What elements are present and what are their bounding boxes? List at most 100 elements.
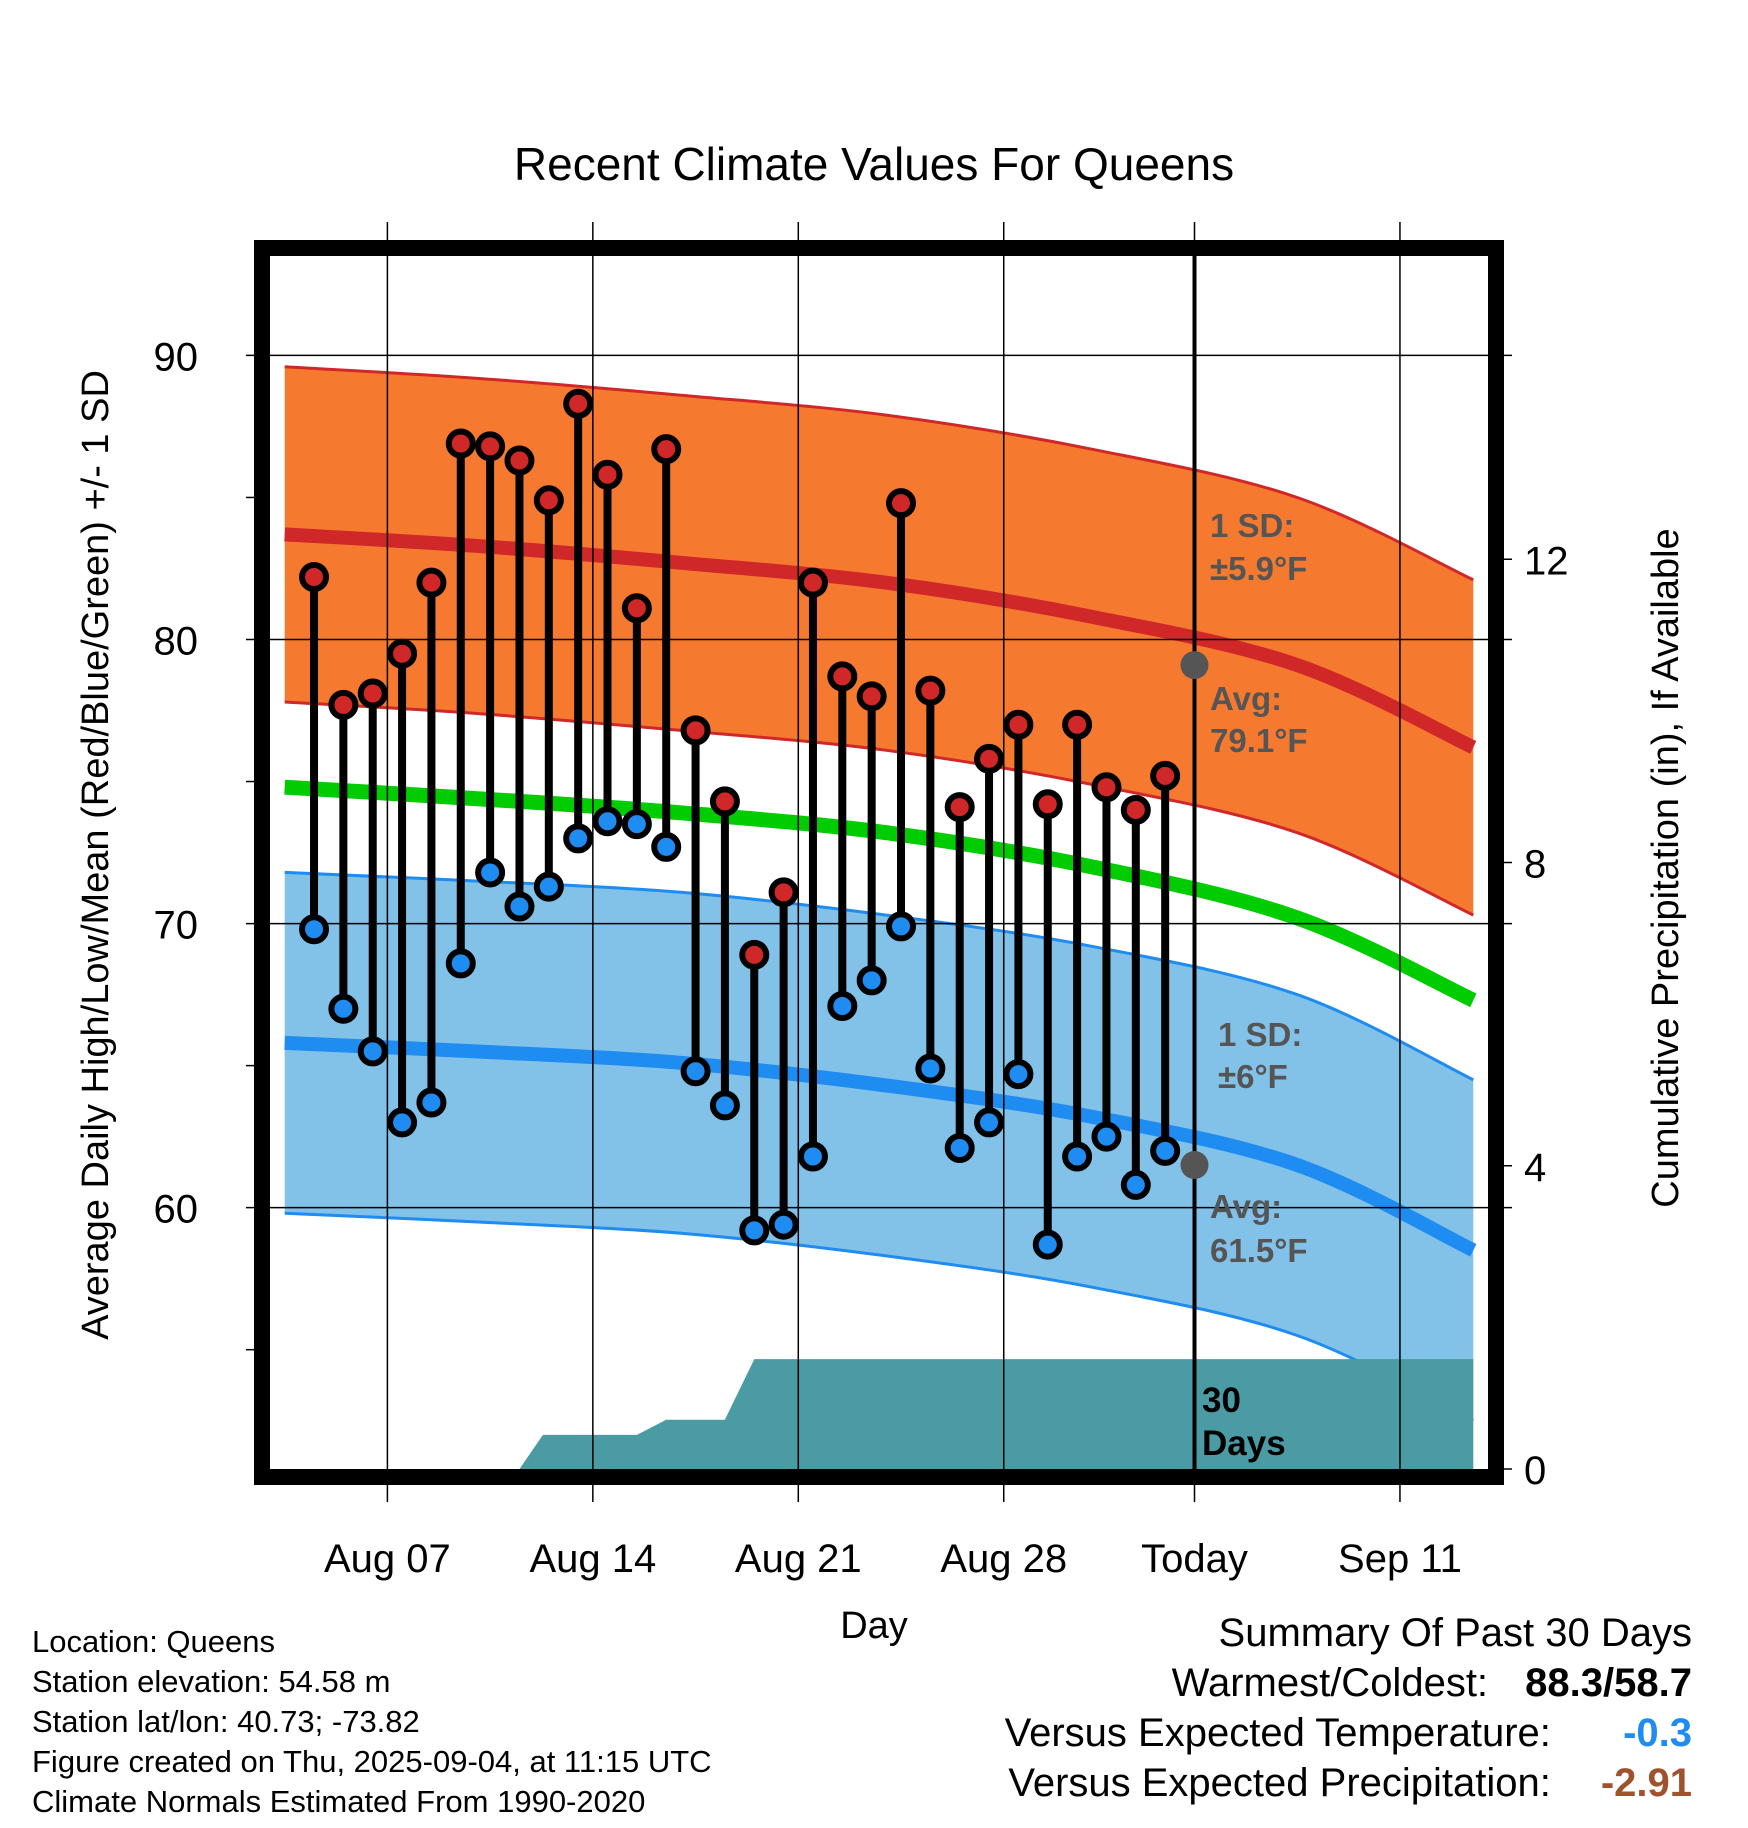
summary-warm-cold: Warmest/Coldest: 88.3/58.7 (1005, 1658, 1692, 1708)
daily-low-point (621, 809, 652, 840)
daily-high-point (709, 786, 740, 817)
station-info: Location: Queens Station elevation: 54.5… (32, 1622, 712, 1822)
daily-low-point (592, 806, 623, 837)
daily-high-point (299, 562, 330, 593)
daily-high-point (856, 681, 887, 712)
high-avg-line (284, 527, 1477, 754)
created-text: Figure created on Thu, 2025-09-04, at 11… (32, 1744, 712, 1779)
normals-text: Climate Normals Estimated From 1990-2020 (32, 1784, 646, 1819)
today-days-line2: Days (1202, 1424, 1286, 1463)
mean-line (284, 779, 1477, 1008)
x-tick-label: Sep 11 (1338, 1537, 1462, 1581)
low-sd-label-line1: 1 SD: (1218, 1016, 1302, 1053)
precip-label: Versus Expected Precipitation: (1008, 1761, 1551, 1805)
x-tick-label: Aug 28 (940, 1537, 1067, 1581)
elevation-text: Station elevation: 54.58 m (32, 1664, 391, 1699)
daily-low-point (533, 871, 564, 902)
daily-high-point (1120, 794, 1151, 825)
daily-high-point (827, 661, 858, 692)
today-low-avg-marker (1180, 1151, 1209, 1180)
daily-high-point (357, 678, 388, 709)
daily-low-point (1032, 1229, 1063, 1260)
daily-low-point (739, 1215, 770, 1246)
low-sd-lower-edge (284, 1211, 1474, 1423)
daily-high-point (680, 715, 711, 746)
low-sd-upper-edge (284, 870, 1474, 1082)
high-sd-annotation: 1 SD: ±5.9°F (1210, 507, 1307, 587)
summary-temp: Versus Expected Temperature: -0.3 (1005, 1708, 1692, 1758)
low-avg-annotation: Avg: 61.5°F (1210, 1188, 1308, 1269)
daily-low-point (974, 1107, 1005, 1138)
high-sd-label-line1: 1 SD: (1210, 507, 1294, 544)
x-tick-label: Aug 14 (529, 1537, 656, 1581)
low-avg-label-line1: Avg: (1210, 1188, 1282, 1225)
x-tick-label: Today (1141, 1537, 1248, 1581)
high-sd-label-line2: ±5.9°F (1210, 550, 1307, 587)
daily-low-point (1003, 1059, 1034, 1090)
low-avg-label-line2: 61.5°F (1210, 1232, 1308, 1269)
data-marks (299, 388, 1209, 1260)
daily-high-point (328, 689, 359, 720)
daily-low-point (416, 1087, 447, 1118)
daily-high-point (886, 488, 917, 519)
daily-low-point (387, 1107, 418, 1138)
y2-axis-label: Cumulative Precipitation (in), If Availa… (1645, 528, 1687, 1207)
high-sd-upper-edge (284, 365, 1474, 582)
precip-value: -2.91 (1600, 1761, 1692, 1805)
warm-cold-value: 88.3/58.7 (1525, 1661, 1692, 1705)
daily-high-point (387, 638, 418, 669)
daily-low-point (299, 914, 330, 945)
summary-precip: Versus Expected Precipitation: -2.91 (1005, 1758, 1692, 1808)
daily-high-point (1150, 760, 1181, 791)
y2-tick-label: 12 (1524, 539, 1569, 583)
daily-low-point (328, 993, 359, 1024)
daily-low-point (445, 948, 476, 979)
daily-high-point (533, 485, 564, 516)
high-avg-annotation: Avg: 79.1°F (1210, 680, 1308, 759)
x-axis-label: Day (840, 1605, 908, 1647)
daily-high-point (504, 445, 535, 476)
daily-high-point (1091, 772, 1122, 803)
axes: Aug 07 Aug 14 Aug 21 Aug 28 Today Sep 11 90 80 7… (154, 335, 1569, 1581)
y-axis-label: Average Daily High/Low/Mean (Red/Blue/Gr… (75, 370, 117, 1340)
daily-high-point (768, 877, 799, 908)
y-tick-label: 70 (154, 904, 199, 948)
daily-high-point (445, 428, 476, 459)
today-high-avg-marker (1180, 651, 1209, 680)
y-tick-label: 90 (154, 335, 199, 379)
daily-low-point (1120, 1169, 1151, 1200)
summary-heading: Summary Of Past 30 Days (1218, 1611, 1692, 1655)
y2-tick-label: 8 (1524, 843, 1546, 887)
temp-value: -0.3 (1623, 1711, 1692, 1755)
daily-high-point (416, 567, 447, 598)
daily-low-point (1091, 1121, 1122, 1152)
daily-high-point (1062, 709, 1093, 740)
x-tick-label: Aug 21 (735, 1537, 862, 1581)
x-tick-label: Aug 07 (324, 1537, 451, 1581)
daily-low-point (563, 823, 594, 854)
y2-tick-label: 4 (1524, 1146, 1546, 1190)
daily-high-point (651, 434, 682, 465)
high-avg-label-line2: 79.1°F (1210, 722, 1308, 759)
daily-low-point (475, 857, 506, 888)
daily-high-point (915, 675, 946, 706)
high-sd-lower-edge (284, 700, 1474, 917)
daily-high-point (739, 939, 770, 970)
daily-low-point (856, 965, 887, 996)
low-sd-band (284, 872, 1474, 1421)
y-tick-label: 80 (154, 620, 199, 664)
daily-low-point (680, 1056, 711, 1087)
daily-low-point (651, 831, 682, 862)
chart-title: Recent Climate Values For Queens (514, 138, 1234, 190)
high-avg-label-line1: Avg: (1210, 680, 1282, 717)
daily-low-point (915, 1053, 946, 1084)
daily-low-point (827, 990, 858, 1021)
daily-high-point (944, 792, 975, 823)
daily-low-point (886, 911, 917, 942)
daily-high-point (1032, 789, 1063, 820)
today-days-annotation: 30 Days (1202, 1381, 1286, 1463)
low-avg-line (284, 1035, 1477, 1257)
daily-high-point (797, 567, 828, 598)
today-days-line1: 30 (1202, 1381, 1241, 1420)
